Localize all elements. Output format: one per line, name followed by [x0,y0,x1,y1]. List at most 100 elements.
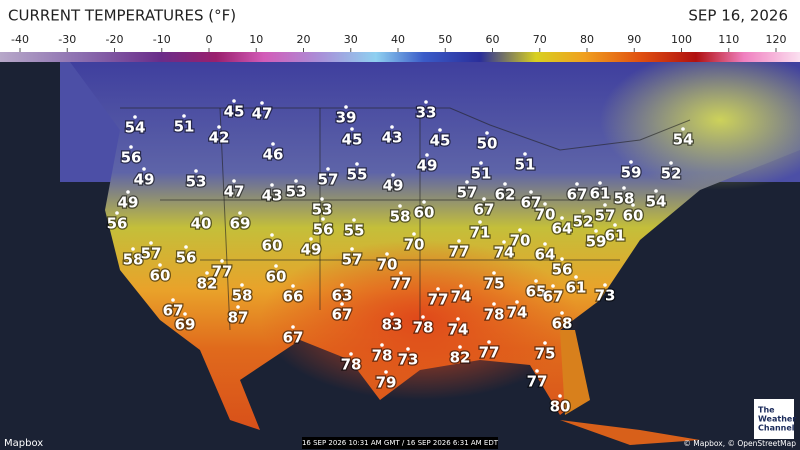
station-dot [271,142,275,146]
logo-text: Channel [758,424,795,433]
credit: Mapbox [4,438,43,449]
station-dot [458,345,462,349]
scale-tick-label: 110 [718,33,739,46]
scale-tick-label: 90 [627,33,641,46]
scale-tick-label: 20 [297,33,311,46]
station-dot [535,369,539,373]
station-dot [129,145,133,149]
temperature: 60 [262,237,283,255]
station-dot [220,259,224,263]
temperature: 42 [209,129,230,147]
temperature: 74 [494,244,515,262]
station-dot [425,153,429,157]
station-dot [199,211,203,215]
station-dot [321,217,325,221]
station-dot [422,200,426,204]
timestamp: 16 SEP 2026 10:31 AM GMT / 16 SEP 2026 6… [302,439,499,447]
temperature: 56 [176,249,197,267]
scale-tick-label: 80 [580,33,594,46]
station-dot [603,203,607,207]
temperature: 55 [344,222,365,240]
temperature: 73 [595,287,616,305]
temperature: 75 [484,275,505,293]
station-dot [344,105,348,109]
temperature: 45 [224,103,245,121]
station-dot [669,161,673,165]
temperature: 54 [646,193,667,211]
scale-tick-label: -30 [58,33,76,46]
station-dot [274,264,278,268]
station-dot [560,257,564,261]
scale-tick-label: 0 [206,33,213,46]
temperature: 57 [457,184,478,202]
temperature: 49 [118,194,139,212]
temperature: 56 [121,149,142,167]
temperature: 57 [318,171,339,189]
temperature: 82 [450,349,471,367]
temperature: 49 [417,157,438,175]
station-dot [385,252,389,256]
temperature: 47 [224,183,245,201]
station-dot [142,167,146,171]
temperature: 57 [342,251,363,269]
scale-tick-label: -10 [153,33,171,46]
temperature: 83 [382,316,403,334]
station-dot [503,182,507,186]
temperature: 58 [232,287,253,305]
station-dot [459,284,463,288]
temperature: 60 [623,207,644,225]
station-dot [320,197,324,201]
logo [754,399,794,439]
temperature: 78 [413,319,434,337]
temperature: 55 [347,166,368,184]
timestamp-bg [302,437,498,449]
temperature: 49 [134,171,155,189]
station-dot [478,220,482,224]
station-dot [380,343,384,347]
temperature: 50 [477,135,498,153]
station-dot [126,190,130,194]
station-dot [355,162,359,166]
station-dot [270,183,274,187]
station-dot [149,241,153,245]
temperature: 78 [372,347,393,365]
temperature: 67 [332,306,353,324]
station-dot [487,340,491,344]
temperature: 43 [382,129,403,147]
temperature: 78 [484,306,505,324]
temperature: 65 [526,283,547,301]
scale-tick-label: 120 [766,33,787,46]
station-dot [457,239,461,243]
temperature: 56 [552,261,573,279]
region-shade [600,50,800,190]
scale-tick-label: 60 [486,33,500,46]
temperature: 53 [186,173,207,191]
temperature: 77 [479,344,500,362]
temperature: 54 [673,131,694,149]
station-dot [205,271,209,275]
temperature: 45 [430,132,451,150]
temperature: 87 [228,309,249,327]
station-dot [534,279,538,283]
attribution: © Mapbox, © OpenStreetMap [683,439,796,448]
temperature: 39 [336,109,357,127]
logo-text: The [758,406,775,415]
station-dot [309,237,313,241]
temperature: 43 [262,187,283,205]
title: CURRENT TEMPERATURES (°F) [8,7,236,25]
station-dot [158,263,162,267]
temperature: 54 [125,119,146,137]
temperature: 53 [312,201,333,219]
station-dot [340,283,344,287]
temperature: 56 [313,221,334,239]
station-dot [171,298,175,302]
station-dot [681,127,685,131]
color-scale [0,52,800,62]
station-dot [465,180,469,184]
station-dot [133,115,137,119]
station-dot [575,182,579,186]
station-dot [352,218,356,222]
station-dot [598,181,602,185]
station-dot [581,209,585,213]
temperature: 40 [191,215,212,233]
